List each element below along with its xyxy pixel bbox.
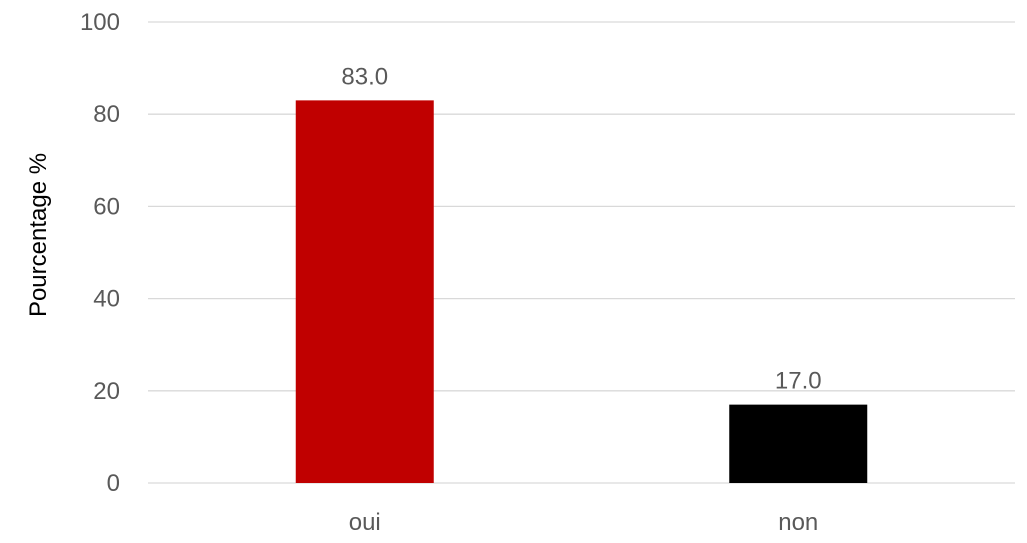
y-tick-label: 100 xyxy=(80,9,120,36)
y-tick-label: 0 xyxy=(107,470,120,497)
y-axis-ticks: 0 20 40 60 80 100 xyxy=(80,9,120,497)
bar-oui xyxy=(295,100,434,484)
bars xyxy=(295,100,868,484)
data-labels: 83.0 17.0 xyxy=(341,63,821,394)
bar-non xyxy=(729,404,868,483)
y-tick-label: 80 xyxy=(93,101,120,128)
x-tick-label-oui: oui xyxy=(349,509,381,536)
x-axis-ticks: oui non xyxy=(349,509,819,536)
data-label-oui: 83.0 xyxy=(341,63,388,90)
x-tick-label-non: non xyxy=(778,509,818,536)
data-label-non: 17.0 xyxy=(775,368,822,395)
y-axis-title: Pourcentage % xyxy=(25,153,52,317)
gridlines xyxy=(148,21,1015,484)
y-tick-label: 20 xyxy=(93,378,120,405)
y-tick-label: 60 xyxy=(93,193,120,220)
y-tick-label: 40 xyxy=(93,286,120,313)
